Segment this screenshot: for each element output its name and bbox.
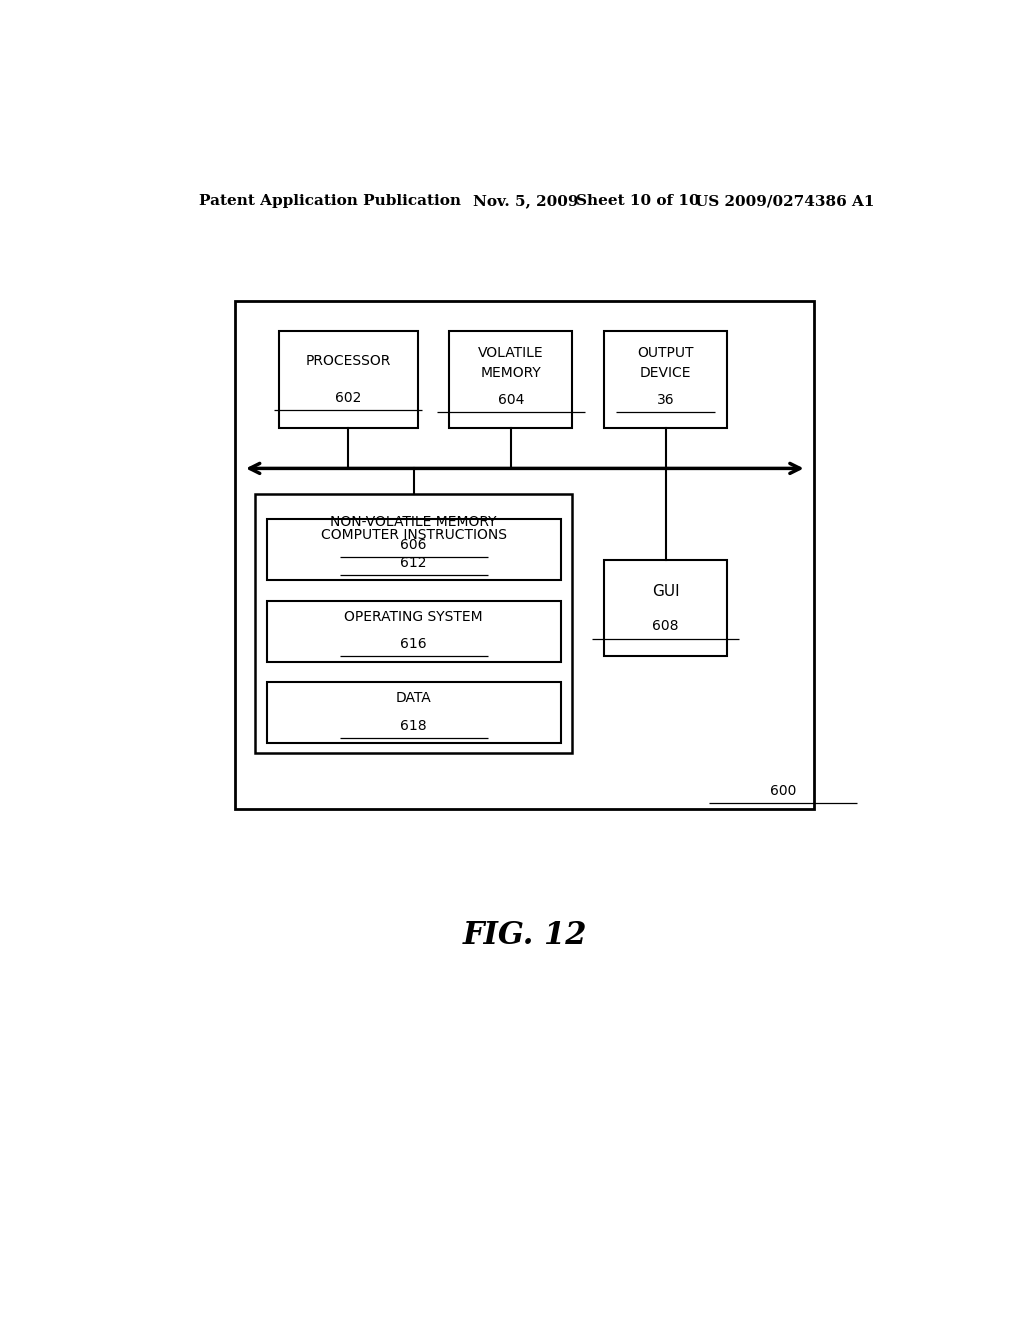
Text: MEMORY: MEMORY — [480, 367, 542, 380]
Text: DATA: DATA — [396, 692, 431, 705]
Text: GUI: GUI — [652, 585, 680, 599]
Text: Patent Application Publication: Patent Application Publication — [200, 194, 462, 209]
Text: 618: 618 — [400, 718, 427, 733]
Bar — [236, 301, 814, 809]
Text: 600: 600 — [769, 784, 796, 797]
Bar — [604, 331, 727, 428]
Bar — [267, 519, 560, 581]
Text: 612: 612 — [400, 556, 427, 570]
Bar — [255, 494, 572, 752]
Text: 604: 604 — [498, 393, 524, 407]
Text: PROCESSOR: PROCESSOR — [305, 354, 391, 368]
Text: Sheet 10 of 10: Sheet 10 of 10 — [577, 194, 700, 209]
Text: DEVICE: DEVICE — [640, 367, 691, 380]
Text: Nov. 5, 2009: Nov. 5, 2009 — [473, 194, 579, 209]
Text: VOLATILE: VOLATILE — [478, 346, 544, 360]
Bar — [450, 331, 572, 428]
Text: OUTPUT: OUTPUT — [637, 346, 694, 360]
Bar — [604, 560, 727, 656]
Text: 608: 608 — [652, 619, 679, 634]
Text: 602: 602 — [335, 391, 361, 405]
Text: NON-VOLATILE MEMORY: NON-VOLATILE MEMORY — [331, 515, 497, 529]
Text: COMPUTER INSTRUCTIONS: COMPUTER INSTRUCTIONS — [321, 528, 507, 543]
Bar — [267, 601, 560, 661]
Bar — [279, 331, 418, 428]
Bar — [267, 682, 560, 743]
Text: 36: 36 — [656, 393, 675, 407]
Text: 606: 606 — [400, 537, 427, 552]
Text: US 2009/0274386 A1: US 2009/0274386 A1 — [695, 194, 874, 209]
Text: 616: 616 — [400, 638, 427, 651]
Text: FIG. 12: FIG. 12 — [463, 920, 587, 952]
Text: OPERATING SYSTEM: OPERATING SYSTEM — [344, 610, 483, 624]
